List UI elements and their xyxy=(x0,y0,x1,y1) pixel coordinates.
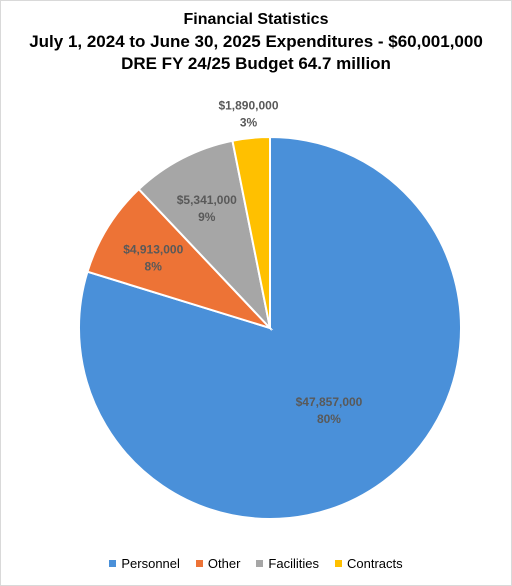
data-label-value: $1,890,000 xyxy=(218,98,278,112)
legend: Personnel Other Facilities Contracts xyxy=(0,556,512,571)
data-label-percent: 8% xyxy=(145,259,163,273)
legend-swatch xyxy=(109,560,117,567)
label-contracts: $1,890,000 3% xyxy=(218,98,278,129)
pie-slices xyxy=(78,135,462,520)
data-label-value: $5,341,000 xyxy=(177,193,237,207)
legend-label: Personnel xyxy=(121,556,180,571)
legend-swatch xyxy=(195,560,203,567)
data-label-percent: 9% xyxy=(198,210,216,224)
chart-subtitle-1: July 1, 2024 to June 30, 2025 Expenditur… xyxy=(29,32,483,51)
data-label-percent: 80% xyxy=(317,412,341,426)
legend-item-other: Other xyxy=(195,556,241,571)
legend-item-facilities: Facilities xyxy=(256,556,319,571)
slice-facilities xyxy=(137,139,272,332)
chart-title-block: Financial Statistics July 1, 2024 to Jun… xyxy=(0,9,512,75)
data-label-value: $4,913,000 xyxy=(123,242,183,256)
label-other: $4,913,000 8% xyxy=(123,242,183,273)
slice-personnel xyxy=(78,135,462,520)
legend-swatch xyxy=(335,560,342,567)
label-personnel: $47,857,000 80% xyxy=(296,395,363,426)
legend-label: Facilities xyxy=(268,556,319,571)
legend-label: Contracts xyxy=(347,556,403,571)
chart-subtitle-2: DRE FY 24/25 Budget 64.7 million xyxy=(121,54,391,73)
slice-other xyxy=(86,187,274,331)
slice-contracts xyxy=(231,135,271,329)
legend-label: Other xyxy=(207,556,241,571)
data-label-percent: 3% xyxy=(240,115,258,129)
data-label-value: $47,857,000 xyxy=(296,395,363,409)
legend-item-personnel: Personnel xyxy=(109,556,180,571)
chart-title: Financial Statistics xyxy=(183,11,329,28)
legend-swatch xyxy=(256,560,264,567)
legend-item-contracts: Contracts xyxy=(335,556,403,571)
label-facilities: $5,341,000 9% xyxy=(177,193,237,224)
pie-labels: $47,857,000 80% $4,913,000 8% $5,341,000 9% $1… xyxy=(123,98,362,426)
